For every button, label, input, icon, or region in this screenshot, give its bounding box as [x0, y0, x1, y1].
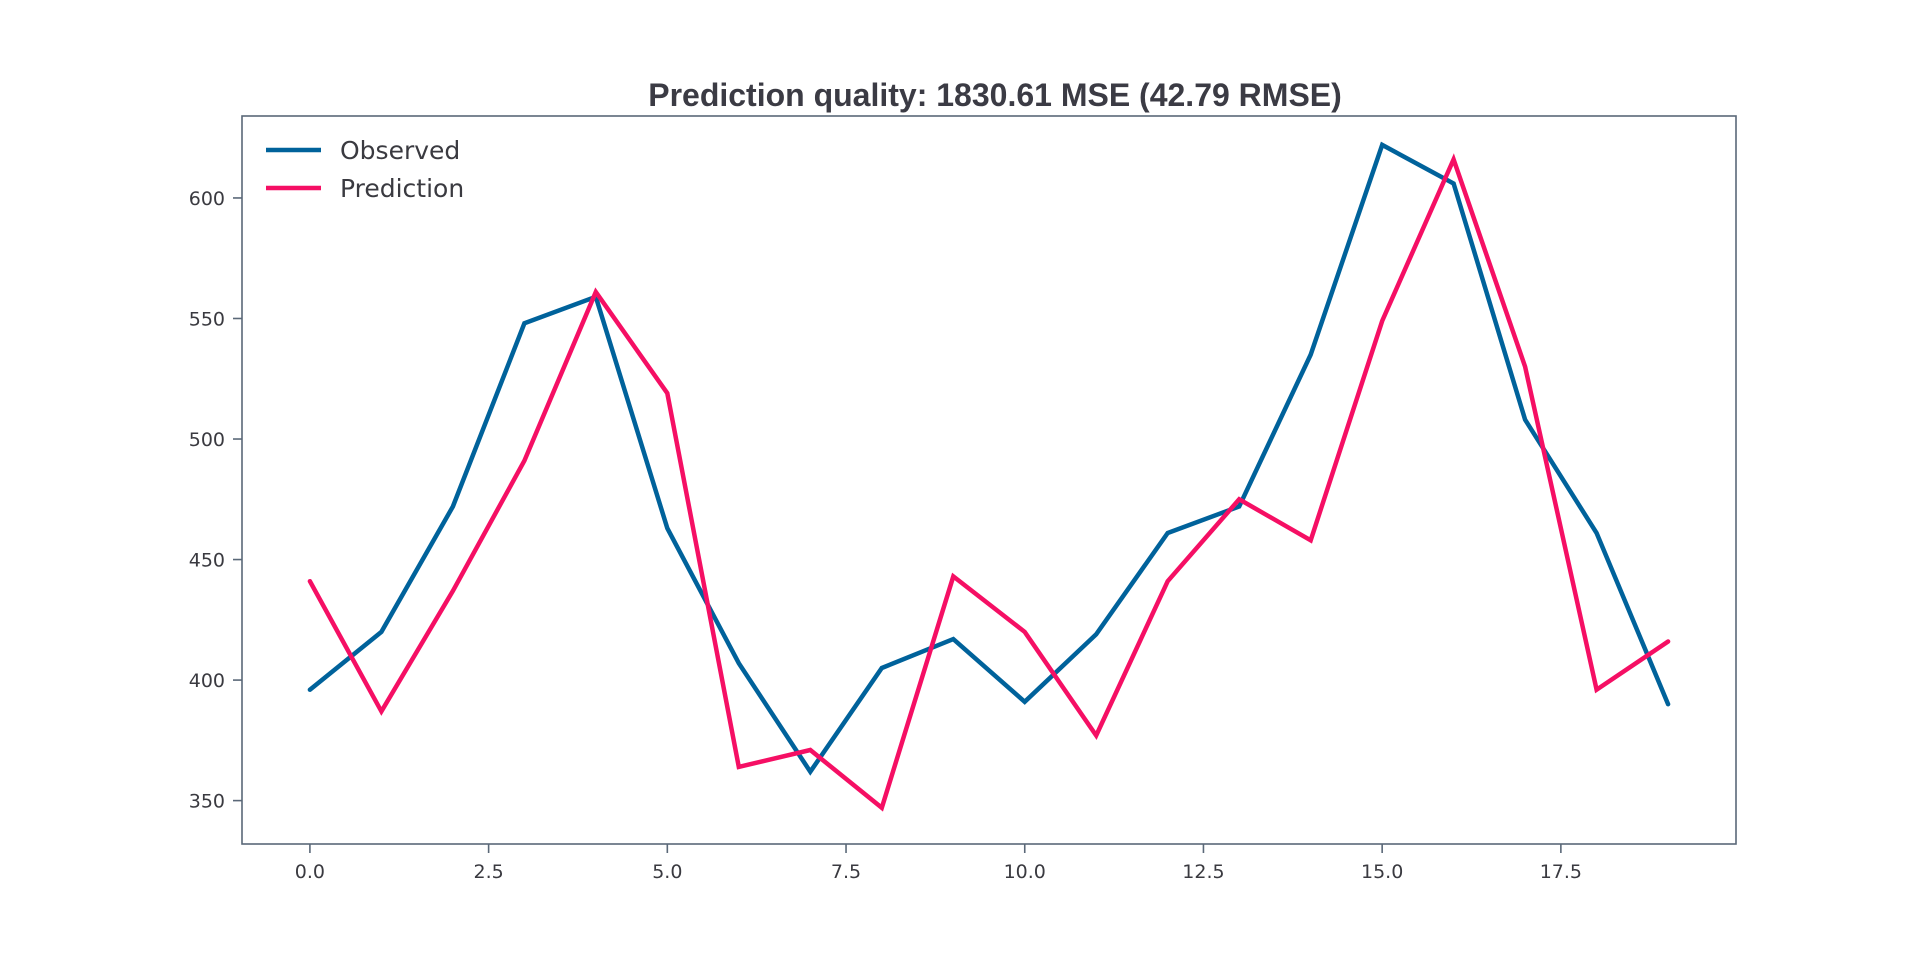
y-tick-label: 550	[189, 308, 225, 330]
x-tick-label: 7.5	[831, 861, 861, 883]
x-tick-label: 15.0	[1361, 861, 1403, 883]
x-tick-label: 12.5	[1182, 861, 1224, 883]
chart-title: Prediction quality: 1830.61 MSE (42.79 R…	[648, 77, 1342, 113]
legend-label-prediction: Prediction	[340, 174, 464, 203]
y-tick-label: 350	[189, 791, 225, 813]
x-tick-label: 10.0	[1004, 861, 1046, 883]
y-axis: 350 400 450 500 550 600	[189, 188, 242, 813]
y-tick-label: 500	[189, 429, 225, 451]
series-lines	[307, 141, 1671, 812]
plot-area-frame	[241, 115, 1737, 845]
x-tick-label: 5.0	[652, 861, 682, 883]
x-axis: 0.0 2.5 5.0 7.5 10.0 12.5 15.0 17.5	[295, 844, 1582, 883]
x-tick-label: 0.0	[295, 861, 325, 883]
y-tick-label: 400	[189, 670, 225, 692]
y-tick-label: 450	[189, 550, 225, 572]
legend-label-observed: Observed	[340, 136, 460, 165]
x-tick-label: 17.5	[1540, 861, 1582, 883]
legend: Observed Prediction	[266, 136, 464, 203]
prediction-series-line	[307, 153, 1671, 812]
y-tick-label: 600	[189, 188, 225, 210]
x-tick-label: 2.5	[474, 861, 504, 883]
observed-series-line	[307, 141, 1671, 776]
